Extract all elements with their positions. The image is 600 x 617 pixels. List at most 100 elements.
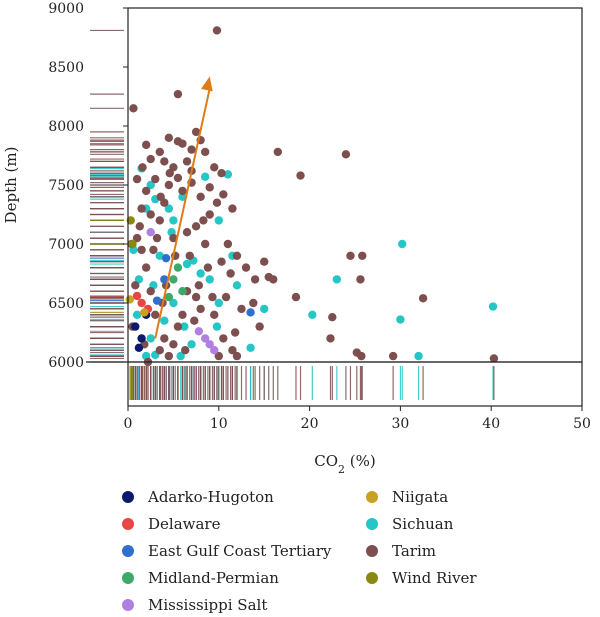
data-point <box>132 291 142 301</box>
data-point <box>152 233 162 243</box>
data-point <box>146 228 155 237</box>
data-point <box>161 253 171 263</box>
data-point <box>181 346 190 355</box>
legend-label: East Gulf Coast Tertiary <box>148 542 332 560</box>
legend-marker-right <box>366 491 378 503</box>
legend-marker-right <box>366 518 378 530</box>
data-point <box>169 233 178 243</box>
data-point <box>249 298 258 308</box>
data-point <box>164 292 174 302</box>
data-point <box>137 245 146 255</box>
legend-label: Wind River <box>392 569 477 587</box>
data-point <box>151 174 160 184</box>
data-point <box>255 322 264 331</box>
data-point <box>190 316 199 325</box>
data-point <box>132 310 142 319</box>
data-point <box>155 346 164 355</box>
bottom-rug-strip <box>129 366 495 400</box>
data-point <box>176 351 185 361</box>
x-tick-label: 0 <box>124 416 133 432</box>
legend-marker-left <box>122 572 134 584</box>
data-point <box>187 340 196 349</box>
data-point <box>205 183 214 192</box>
y-tick-label: 6500 <box>48 296 84 312</box>
data-point <box>187 145 196 154</box>
y-tick-label: 7000 <box>48 237 84 253</box>
data-point <box>398 239 407 249</box>
legend-label: Delaware <box>148 515 221 533</box>
trend-arrow-shaft <box>154 88 211 339</box>
data-point <box>210 163 219 172</box>
data-point <box>210 310 219 319</box>
data-point <box>208 292 217 302</box>
data-point <box>182 228 192 237</box>
data-point <box>205 340 214 349</box>
data-point <box>203 263 213 272</box>
data-point <box>200 172 210 181</box>
data-point <box>169 298 178 308</box>
data-point <box>151 310 160 319</box>
data-point <box>210 346 219 355</box>
x-tick-label: 30 <box>391 416 409 432</box>
y-tick-label: 8500 <box>48 60 84 76</box>
data-point <box>125 295 135 304</box>
data-point <box>232 281 242 290</box>
data-point <box>221 292 231 302</box>
legend-label: Sichuan <box>392 515 454 533</box>
data-point <box>191 127 201 137</box>
data-point <box>332 275 342 284</box>
legend-marker-left <box>122 545 134 557</box>
data-point <box>178 186 187 196</box>
legend-marker-left <box>122 599 134 611</box>
data-point <box>196 192 205 201</box>
y-tick-label: 7500 <box>48 178 84 194</box>
data-point <box>131 281 140 290</box>
data-point <box>191 222 201 231</box>
data-point <box>200 147 210 157</box>
data-point <box>356 275 365 284</box>
left-rug-strip <box>90 29 124 363</box>
data-point <box>149 245 158 255</box>
data-point <box>418 294 428 303</box>
data-point <box>137 298 146 308</box>
data-point <box>196 269 205 278</box>
data-point <box>241 263 251 272</box>
data-point <box>164 204 174 213</box>
data-point <box>126 216 135 225</box>
y-tick-label: 6000 <box>48 355 84 371</box>
data-point <box>152 296 162 305</box>
data-point <box>178 310 187 319</box>
y-tick-label: 9000 <box>48 1 84 17</box>
data-point <box>232 351 242 361</box>
data-point <box>212 322 222 331</box>
data-point <box>169 275 178 284</box>
data-point <box>246 343 255 353</box>
data-point <box>140 308 149 317</box>
data-point <box>260 304 269 314</box>
data-point <box>160 334 169 343</box>
data-point <box>180 322 189 331</box>
data-point <box>132 233 142 243</box>
data-point <box>212 198 222 207</box>
data-point <box>164 351 174 361</box>
data-point <box>128 239 137 249</box>
data-point <box>346 251 355 260</box>
data-point <box>169 216 178 225</box>
data-point <box>146 154 155 164</box>
axes: 6000 6500 7000 7500 8000 8500 9000 0 10 20 30 40 50 C… <box>2 1 591 476</box>
data-point <box>146 180 155 190</box>
data-point <box>131 322 140 331</box>
data-point <box>137 204 146 213</box>
data-point <box>132 174 142 184</box>
data-point <box>246 308 255 317</box>
x-tick-label: 50 <box>573 416 591 432</box>
data-point <box>217 169 226 178</box>
data-point <box>185 251 194 260</box>
data-point <box>291 292 301 302</box>
points-layer <box>125 26 499 367</box>
data-point <box>160 157 169 166</box>
legend-label: Tarim <box>392 542 436 560</box>
y-tick-label: 8000 <box>48 119 84 135</box>
x-tick-label: 20 <box>301 416 319 432</box>
